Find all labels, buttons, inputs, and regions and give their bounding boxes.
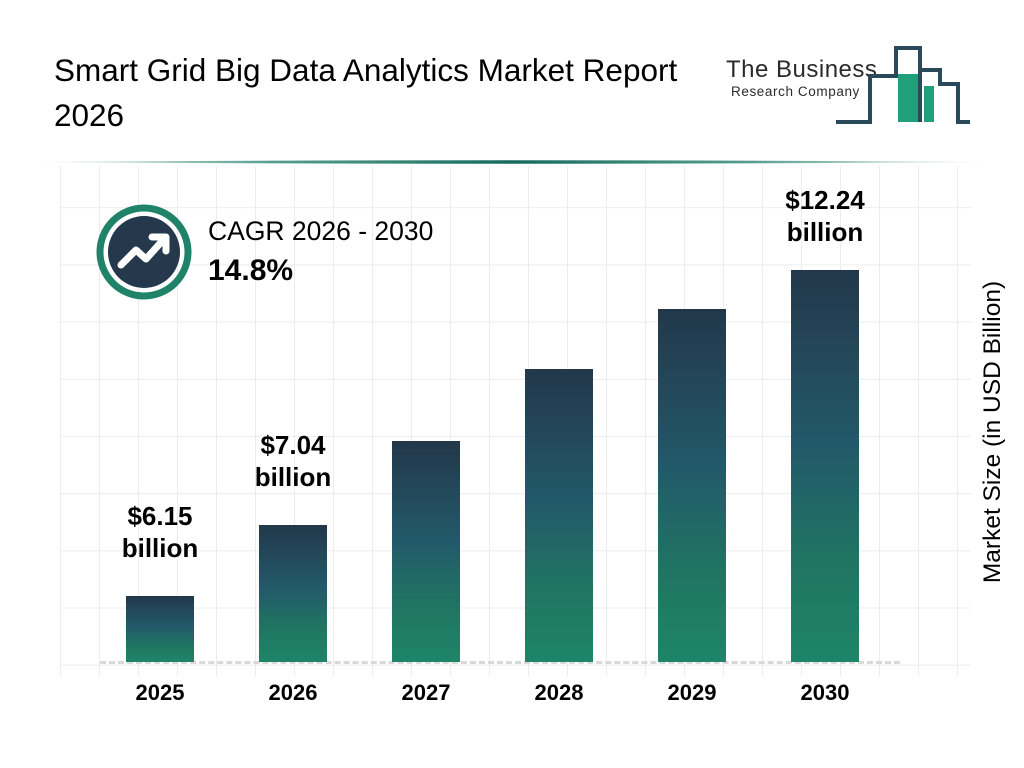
bar-chart-outline-logo-mark — [836, 46, 970, 124]
cagr-badge: CAGR 2026 - 2030 14.8% — [96, 204, 516, 310]
header-divider — [34, 160, 990, 164]
bar-2030 — [791, 270, 859, 662]
trending-up-arrow-icon — [96, 204, 192, 300]
bar-value-label-2025-amount: $6.15 — [127, 501, 193, 531]
logo-line-2: Research Company — [731, 84, 860, 99]
x-tick-2029: 2029 — [667, 680, 717, 705]
y-axis-title: Market Size (in USD Billion) — [979, 280, 1006, 584]
bar-value-label-2026-unit: billion — [254, 462, 332, 492]
bar-2027 — [392, 441, 460, 662]
x-tick-2025: 2025 — [135, 680, 185, 705]
cagr-range-label: CAGR 2026 - 2030 — [208, 216, 434, 246]
bar-value-label-2026-amount: $7.04 — [260, 430, 326, 460]
bar-2029 — [658, 309, 726, 662]
x-tick-2028: 2028 — [534, 680, 584, 705]
bar-value-label-2026: $7.04 billion — [218, 429, 368, 493]
header: Smart Grid Big Data Analytics Market Rep… — [0, 0, 1024, 164]
company-logo: The Business Research Company — [726, 34, 972, 130]
chart-plot-area: $6.15 billion $7.04 billion $12.24 billi… — [0, 166, 1024, 676]
bar-series — [0, 166, 1024, 662]
bar-value-label-2025-unit: billion — [121, 533, 199, 563]
x-tick-2026: 2026 — [268, 680, 318, 705]
bar-2026 — [259, 525, 327, 662]
x-tick-2030: 2030 — [800, 680, 850, 705]
chart-baseline — [100, 661, 900, 664]
page-title: Smart Grid Big Data Analytics Market Rep… — [54, 52, 678, 133]
bar-value-label-2025: $6.15 billion — [85, 500, 235, 564]
x-tick-2027: 2027 — [401, 680, 451, 705]
bar-value-label-2030-unit: billion — [786, 217, 864, 247]
cagr-value-label: 14.8% — [208, 254, 294, 287]
logo-line-1: The Business — [726, 56, 878, 83]
bar-value-label-2030: $12.24 billion — [750, 184, 900, 248]
bar-value-label-2030-amount: $12.24 — [785, 185, 865, 215]
bar-2028 — [525, 369, 593, 662]
bar-2025 — [126, 596, 194, 662]
